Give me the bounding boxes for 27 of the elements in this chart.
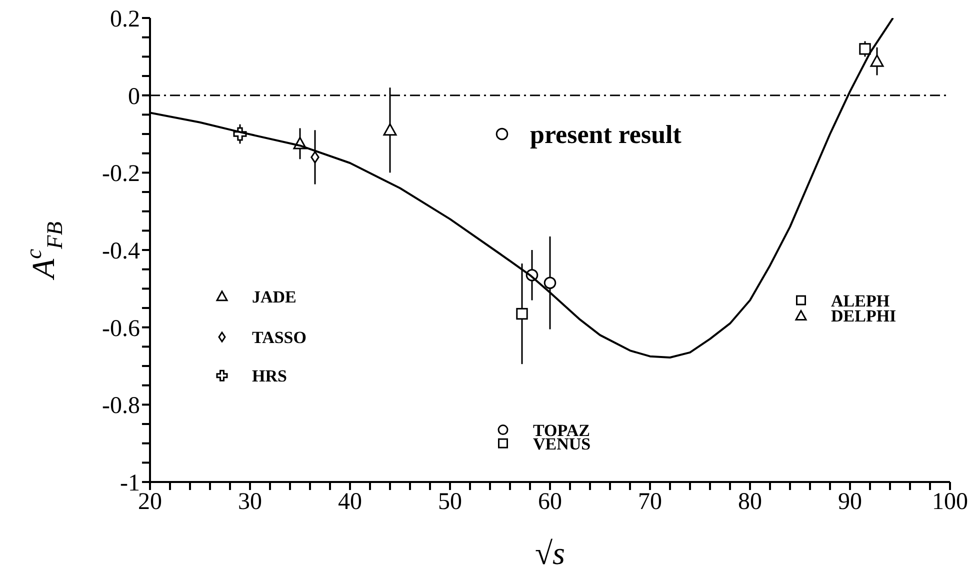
y-tick-label: -0.4 (102, 238, 140, 265)
point (859, 43, 871, 55)
y-tick-label: -0.2 (102, 161, 140, 188)
legend-label: TASSO (252, 328, 306, 347)
point (383, 123, 397, 136)
point (516, 308, 528, 320)
x-tick-label: 30 (238, 489, 262, 516)
point (870, 54, 884, 67)
y-tick-label: 0 (128, 84, 140, 110)
y-tick-label: 0.2 (110, 6, 140, 33)
legend-label: JADE (252, 287, 296, 306)
point (310, 151, 320, 164)
x-tick-label: 50 (438, 489, 462, 516)
legend-label: present result (530, 120, 682, 149)
legend-label: HRS (252, 366, 287, 386)
x-tick-label: 70 (638, 489, 662, 516)
x-tick-label: 40 (338, 489, 362, 516)
x-axis-title: √s (534, 535, 566, 571)
y-tick-label: -0.6 (102, 316, 140, 342)
x-tick-label: 20 (138, 489, 162, 516)
y-tick-label: -0.8 (102, 393, 140, 420)
x-tick-label: 80 (738, 489, 762, 516)
x-tick-label: 60 (538, 489, 562, 516)
x-tick-label: 100 (932, 489, 968, 516)
point (544, 276, 556, 290)
y-tick-label: -1 (120, 470, 140, 497)
x-tick-label: 90 (838, 489, 862, 516)
